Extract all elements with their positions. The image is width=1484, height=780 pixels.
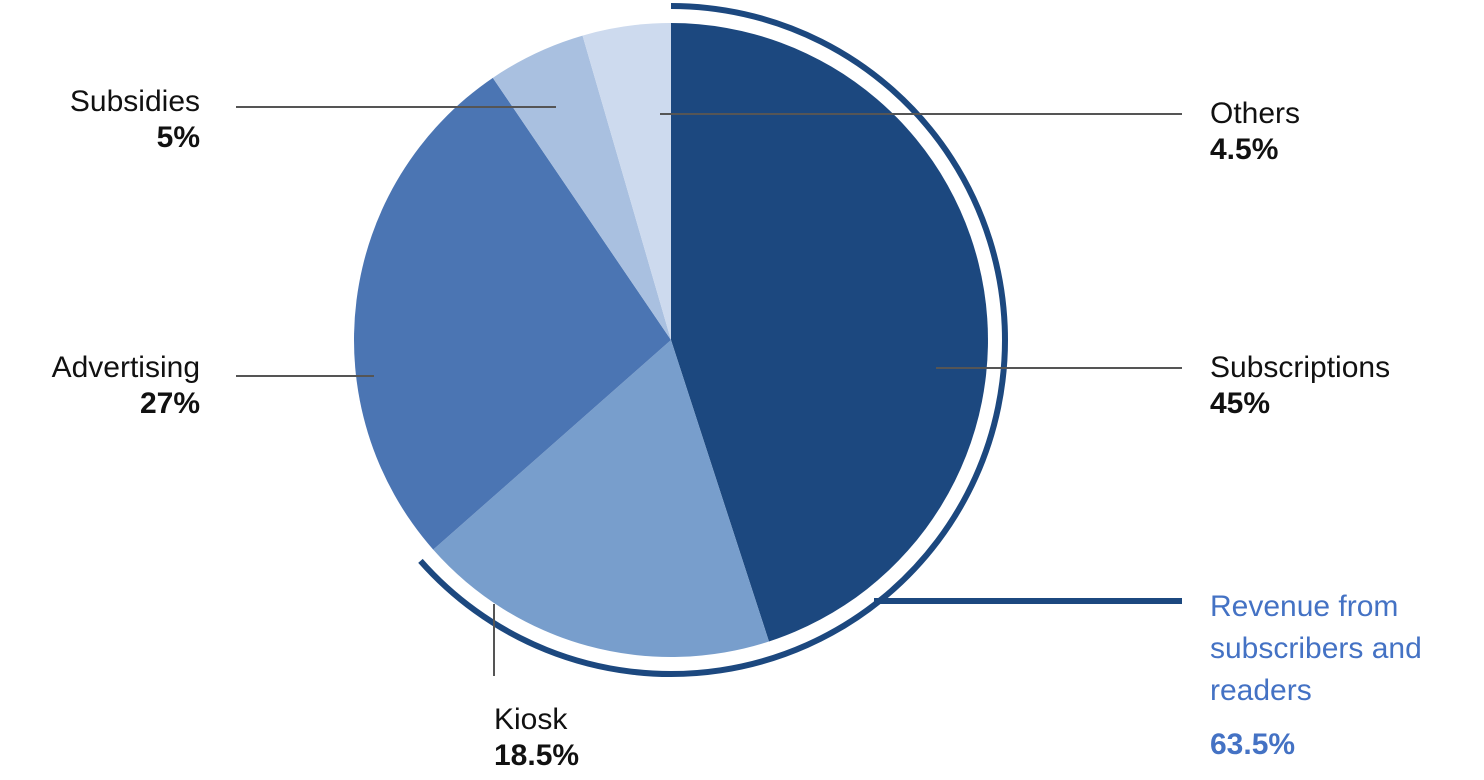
others-value: 4.5% <box>1210 133 1279 166</box>
slice-subsidies <box>492 35 671 341</box>
label-subscriptions: Subscriptions 45% <box>1210 350 1470 422</box>
label-subsidies: Subsidies 5% <box>20 84 200 156</box>
slice-others <box>582 23 671 340</box>
subscriptions-value: 45% <box>1210 387 1271 420</box>
kiosk-value: 18.5% <box>494 739 580 772</box>
revenue-group-name: Revenue from subscribers and readers <box>1210 590 1422 707</box>
kiosk-name: Kiosk <box>494 703 568 736</box>
label-kiosk: Kiosk 18.5% <box>494 702 714 774</box>
subscriptions-name: Subscriptions <box>1210 351 1391 384</box>
highlight-arc <box>418 3 1008 677</box>
label-others: Others 4.5% <box>1210 96 1460 168</box>
slice-advertising <box>353 77 671 550</box>
revenue-group-value: 63.5% <box>1210 728 1296 761</box>
subsidies-name: Subsidies <box>69 85 200 118</box>
label-advertising: Advertising 27% <box>0 350 200 422</box>
others-name: Others <box>1210 97 1301 130</box>
slice-subscriptions <box>671 23 988 642</box>
subsidies-value: 5% <box>156 121 200 154</box>
pie-slices <box>353 23 988 657</box>
slice-kiosk <box>433 340 769 657</box>
advertising-name: Advertising <box>51 351 200 384</box>
leader-lines <box>236 106 1182 676</box>
advertising-value: 27% <box>139 387 200 420</box>
label-revenue-group: Revenue from subscribers and readers 63.… <box>1210 586 1480 766</box>
